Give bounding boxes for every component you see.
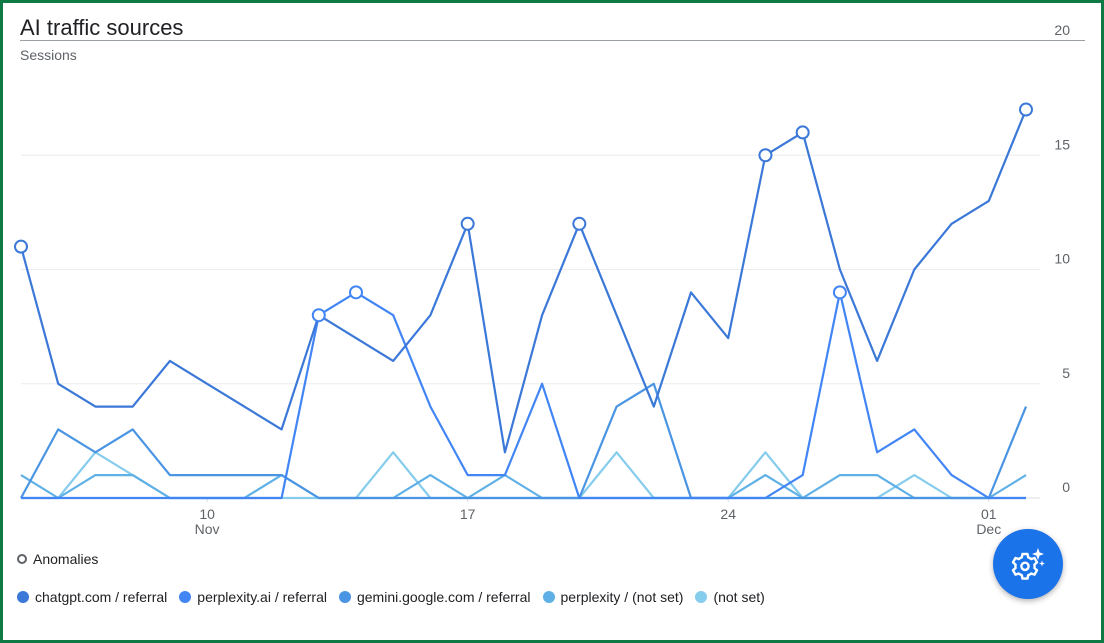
legend-label: perplexity / (not set) <box>560 589 684 605</box>
legend-dot-icon <box>338 591 351 603</box>
legend-label: gemini.google.com / referral <box>356 589 531 605</box>
x-tick-sublabel: Nov <box>195 521 220 537</box>
series-line-3 <box>20 474 1027 500</box>
x-tick-sublabel: Dec <box>976 521 1001 537</box>
legend-label: perplexity.ai / referral <box>197 589 327 605</box>
legend-dot-icon <box>17 591 29 603</box>
anomalies-label: Anomalies <box>33 551 99 567</box>
series-line-0 <box>19 109 1028 454</box>
legend-item[interactable]: chatgpt.com / referral <box>17 589 167 605</box>
x-tick-label: 17 <box>460 506 476 522</box>
legend-dot-icon <box>542 591 555 603</box>
anomaly-marker <box>349 285 363 300</box>
anomaly-marker <box>758 148 773 163</box>
anomaly-marker <box>572 216 587 231</box>
legend-label: chatgpt.com / referral <box>35 589 168 605</box>
y-tick-label: 10 <box>1054 251 1070 267</box>
y-axis-label: Sessions <box>20 47 77 63</box>
legend-label: (not set) <box>713 589 765 605</box>
legend-item[interactable]: gemini.google.com / referral <box>338 589 531 605</box>
anomaly-marker <box>460 216 475 231</box>
settings-sparkle-icon <box>1011 548 1045 580</box>
legend-dot-icon <box>695 591 708 603</box>
x-tick-label: 10 <box>199 506 215 522</box>
title-divider <box>20 40 1085 41</box>
legend-item[interactable]: perplexity / (not set) <box>542 589 684 605</box>
anomaly-marker <box>832 285 847 300</box>
legend-dot-icon <box>179 591 192 603</box>
chart-title: AI traffic sources <box>20 15 184 40</box>
y-tick-label: 20 <box>1054 22 1070 38</box>
anomalies-legend[interactable]: Anomalies <box>17 551 98 567</box>
series-line-2 <box>20 382 1028 500</box>
anomaly-marker <box>795 125 810 140</box>
y-tick-label: 0 <box>1062 479 1070 495</box>
anomaly-marker <box>1019 102 1033 117</box>
x-tick-label: 24 <box>720 506 736 522</box>
anomaly-marker-icon <box>17 554 27 564</box>
series-legend: chatgpt.com / referral perplexity.ai / re… <box>17 589 777 605</box>
legend-item[interactable]: (not set) <box>695 589 765 605</box>
anomaly-marker <box>311 308 326 323</box>
legend-item[interactable]: perplexity.ai / referral <box>179 589 327 605</box>
series-line-1 <box>21 291 1026 500</box>
y-tick-label: 5 <box>1062 365 1070 381</box>
insights-settings-button[interactable] <box>993 529 1063 599</box>
x-tick-label: 01 <box>981 506 997 522</box>
y-tick-label: 15 <box>1054 136 1070 152</box>
anomaly-marker <box>14 239 28 254</box>
